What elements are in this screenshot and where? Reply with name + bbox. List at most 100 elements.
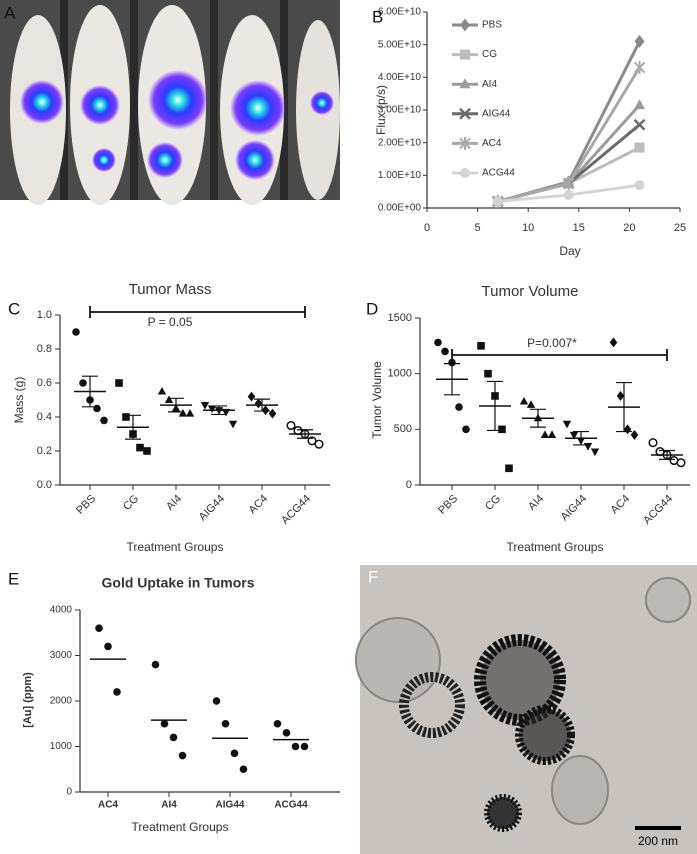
y-tick-label: 0 [66,787,72,798]
error-bar [211,405,227,416]
point [562,420,572,429]
x-tick-label: AIG44 [216,800,245,811]
vesicle [355,617,441,703]
point [212,697,221,705]
x-tick-label: 10 [522,222,534,234]
error-bar [444,363,460,396]
point [634,34,645,48]
point [282,729,291,737]
point [136,443,144,452]
bar [130,0,138,200]
legend-label: AC4 [482,138,502,149]
point [72,328,80,336]
scale-bar-label: 200 nm [638,834,678,848]
point [104,642,112,651]
point [151,660,160,669]
signal [20,80,64,124]
point [462,425,470,434]
point [590,448,600,457]
error-bar [616,381,632,433]
y-tick-label: 4.00E+10 [378,72,422,83]
tem-image: 200 nm [355,565,697,854]
x-tick-label: PBS [74,493,98,517]
cluster [399,672,465,738]
y-tick-label: 1000 [388,368,412,380]
y-tick-label: 500 [394,423,412,435]
legend-marker [459,136,471,150]
point [261,405,270,416]
annotation: P=0.007* [527,336,577,350]
significance-bracket [89,306,306,318]
point [455,403,463,411]
x-tick-label: 15 [573,222,585,234]
point [178,751,187,760]
point [200,402,210,410]
panel-label: F [368,567,378,586]
legend-label: AIG44 [482,108,511,119]
cluster [484,794,522,832]
y-tick-label: 2000 [50,696,73,707]
x-axis-label: Day [559,244,580,258]
chart-title: Tumor Volume [482,283,579,300]
point [100,416,108,425]
panel-label: B [372,7,383,26]
y-tick-label: 1.00E+10 [378,170,422,181]
signal [230,80,286,136]
y-tick-label: 0.4 [37,411,52,423]
point [477,342,485,350]
point [157,386,167,395]
vesicle [645,577,691,623]
error-bar [659,449,675,460]
y-axis-label: Flux (p/s) [374,85,388,135]
error-bar [168,397,184,413]
error-bar [573,430,589,446]
point [633,118,646,131]
error-bar [297,429,313,439]
error-bar [254,398,270,412]
point [291,742,300,751]
y-tick-label: 0.8 [37,343,52,355]
error-bar [487,380,503,432]
point [185,409,195,417]
point [273,719,282,728]
legend-label: ACG44 [482,168,515,179]
x-axis-label: Treatment Groups [127,540,224,554]
x-tick-label: AC4 [609,493,633,517]
point [254,398,263,409]
point [569,431,579,440]
chart-title: Gold Uptake in Tumors [102,575,255,591]
y-tick-label: 3000 [50,650,73,661]
legend-marker [460,49,470,60]
y-tick-label: 0.00E+00 [378,203,422,214]
annotation: P = 0.05 [148,315,193,329]
x-tick-label: ACG44 [279,493,313,527]
y-tick-label: 4000 [50,605,73,616]
legend-marker [460,168,470,178]
vesicle [551,755,609,825]
point [122,413,130,421]
y-tick-label: 0.6 [37,377,52,389]
x-tick-label: 5 [475,222,481,234]
point [230,749,239,758]
point [562,177,575,190]
point [228,420,238,429]
panel-label: E [8,569,19,588]
point [648,438,658,448]
x-tick-label: 25 [674,222,686,234]
point [307,436,317,446]
x-tick-label: AI4 [161,800,177,811]
x-tick-label: AIG44 [197,493,228,524]
point [676,458,686,468]
point [623,424,632,435]
x-tick-label: ACG44 [274,800,308,811]
legend-marker [460,18,470,32]
legend-marker [459,107,471,120]
point [609,337,618,348]
legend-label: PBS [482,20,502,31]
point [207,405,217,414]
panel-label: D [366,299,378,318]
point [583,442,593,451]
point [563,189,574,200]
point [221,719,230,728]
